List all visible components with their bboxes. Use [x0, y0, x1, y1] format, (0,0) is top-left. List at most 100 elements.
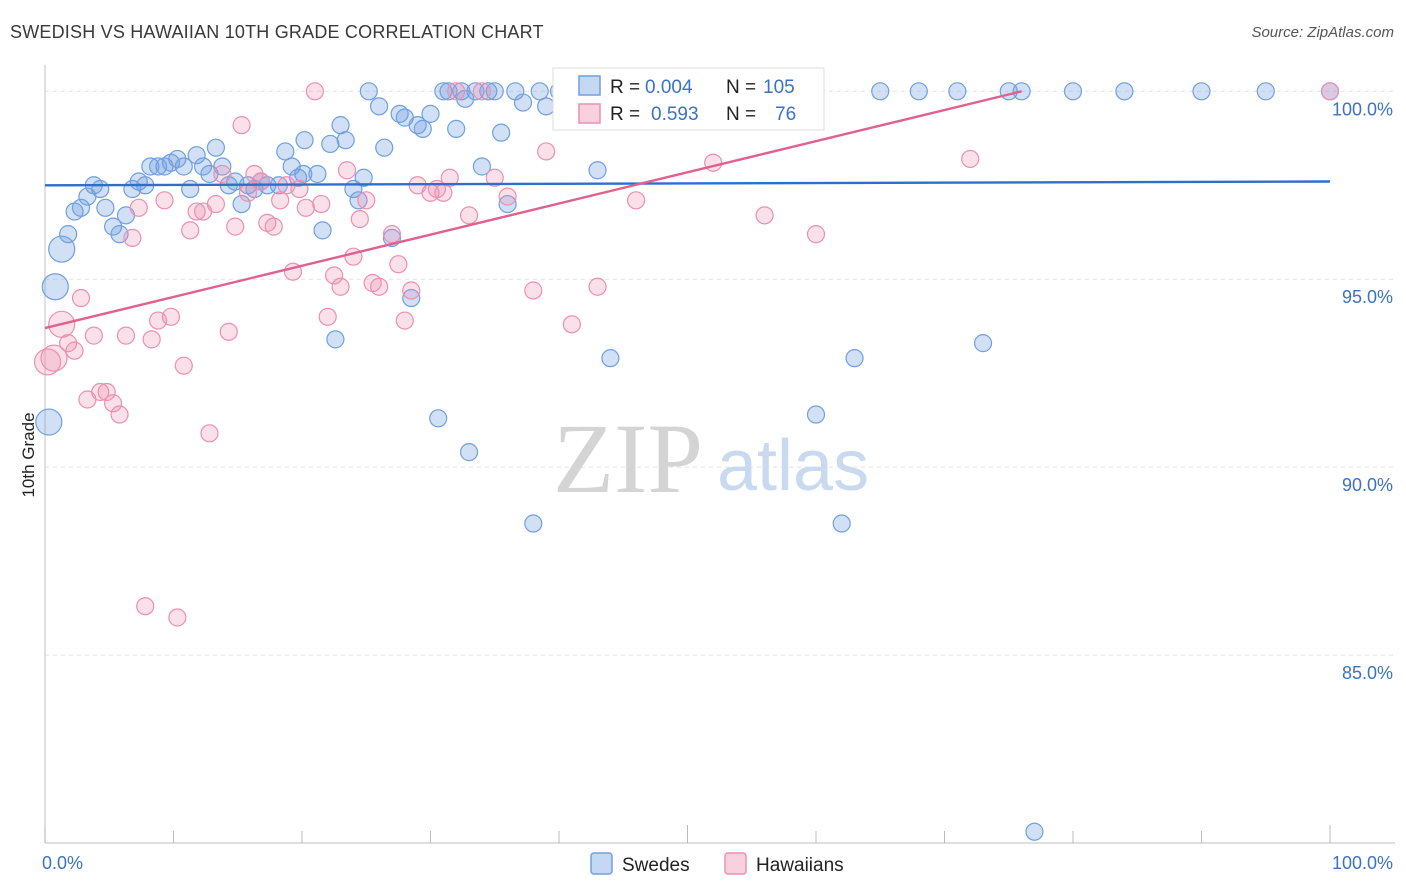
trend-lines	[44, 90, 1331, 330]
legend-n-value: 105	[763, 77, 795, 98]
data-point-swedes	[530, 82, 549, 101]
data-point-swedes	[71, 198, 91, 217]
data-point-swedes	[354, 168, 373, 187]
data-point-swedes	[537, 97, 556, 116]
data-point-hawaiians	[264, 217, 283, 236]
data-point-swedes	[402, 288, 421, 308]
data-point-swedes	[375, 138, 394, 157]
data-point-hawaiians	[91, 382, 110, 402]
data-point-hawaiians	[498, 187, 517, 206]
data-point-hawaiians	[219, 322, 238, 341]
data-point-hawaiians	[226, 217, 245, 236]
data-point-hawaiians	[459, 206, 479, 225]
series-hawaiians	[33, 82, 1340, 627]
x-tick-labels: 0.0% 100.0%	[42, 853, 1393, 873]
data-point-hawaiians	[206, 194, 226, 214]
legend-series: Swedes Hawaiians	[590, 852, 844, 876]
chart-title: SWEDISH VS HAWAIIAN 10TH GRADE CORRELATI…	[10, 22, 544, 42]
legend-label-swedes: Swedes	[622, 855, 690, 876]
data-point-hawaiians	[588, 277, 607, 296]
data-point-swedes	[498, 194, 517, 214]
data-point-hawaiians	[129, 198, 148, 217]
data-point-swedes	[1256, 82, 1275, 101]
data-point-swedes	[513, 93, 533, 112]
data-point-swedes	[429, 409, 448, 428]
data-point-hawaiians	[485, 168, 504, 187]
data-point-hawaiians	[116, 326, 136, 345]
data-point-swedes	[588, 161, 607, 180]
data-point-hawaiians	[142, 330, 161, 349]
data-point-swedes	[104, 217, 123, 236]
data-point-hawaiians	[370, 277, 389, 296]
watermark-zip: ZIP	[553, 403, 703, 514]
data-point-hawaiians	[213, 164, 232, 184]
data-point-hawaiians	[305, 82, 324, 101]
data-point-swedes	[485, 82, 504, 101]
data-point-hawaiians	[232, 116, 251, 135]
data-point-swedes	[349, 191, 368, 210]
data-point-swedes	[321, 134, 340, 154]
data-point-hawaiians	[136, 597, 155, 616]
data-point-hawaiians	[97, 382, 116, 402]
data-point-swedes	[492, 123, 511, 142]
data-point-swedes	[326, 330, 345, 349]
data-point-hawaiians	[59, 334, 78, 353]
data-point-hawaiians	[123, 228, 142, 247]
data-point-hawaiians	[181, 221, 200, 240]
data-point-hawaiians	[155, 191, 174, 210]
data-point-hawaiians	[168, 608, 187, 627]
data-point-hawaiians	[537, 142, 556, 161]
data-point-hawaiians	[174, 356, 193, 375]
data-point-swedes	[141, 157, 160, 176]
data-point-hawaiians	[755, 206, 774, 225]
data-point-hawaiians	[440, 168, 459, 187]
data-point-hawaiians	[200, 424, 219, 443]
data-point-swedes	[447, 119, 466, 138]
data-point-hawaiians	[524, 281, 543, 300]
data-point-hawaiians	[350, 209, 369, 229]
data-point-hawaiians	[245, 164, 264, 184]
trend-line-swedes	[44, 180, 1331, 187]
data-point-swedes	[871, 82, 890, 101]
data-point-swedes	[294, 164, 313, 184]
data-point-swedes	[91, 179, 110, 199]
data-point-hawaiians	[251, 172, 270, 191]
legend-label-hawaiians: Hawaiians	[756, 855, 844, 876]
data-point-swedes	[948, 82, 967, 101]
chart-source: Source: ZipAtlas.com	[1251, 24, 1394, 41]
data-point-hawaiians	[325, 266, 344, 285]
data-point-hawaiians	[337, 161, 357, 180]
data-point-hawaiians	[626, 191, 646, 210]
y-axis-label: 10th Grade	[19, 412, 38, 497]
data-point-hawaiians	[71, 288, 91, 308]
data-point-hawaiians	[1320, 82, 1340, 101]
data-point-hawaiians	[312, 194, 331, 214]
legend-r-value: 0.593	[651, 104, 699, 125]
data-point-hawaiians	[104, 394, 123, 413]
data-point-swedes	[232, 194, 251, 214]
data-point-swedes	[466, 82, 485, 101]
watermark-atlas: atlas	[717, 426, 869, 506]
data-point-swedes	[413, 119, 432, 138]
legend-r-label: R =	[610, 77, 640, 98]
data-point-swedes	[421, 104, 440, 123]
data-point-hawaiians	[562, 315, 581, 334]
data-point-swedes	[181, 179, 200, 199]
data-point-hawaiians	[447, 82, 466, 101]
data-point-hawaiians	[806, 225, 826, 244]
y-tick-labels: 100.0% 95.0% 90.0% 85.0%	[1332, 99, 1393, 683]
data-point-swedes	[832, 514, 851, 533]
data-point-swedes	[909, 82, 928, 101]
data-point-swedes	[459, 443, 479, 462]
data-point-swedes	[276, 142, 295, 161]
data-point-hawaiians	[961, 149, 980, 169]
data-point-swedes	[806, 405, 826, 424]
data-point-swedes	[206, 138, 226, 157]
x-tick-label: 100.0%	[1332, 853, 1393, 873]
legend-r-label: R =	[610, 104, 640, 125]
data-point-hawaiians	[395, 311, 414, 330]
legend-swatch-swedes	[578, 75, 601, 96]
trend-line-hawaiians	[44, 90, 1022, 330]
legend-stats: R = 0.004 N = 105 R = 0.593 N = 76	[552, 67, 825, 131]
data-point-swedes	[308, 164, 327, 184]
